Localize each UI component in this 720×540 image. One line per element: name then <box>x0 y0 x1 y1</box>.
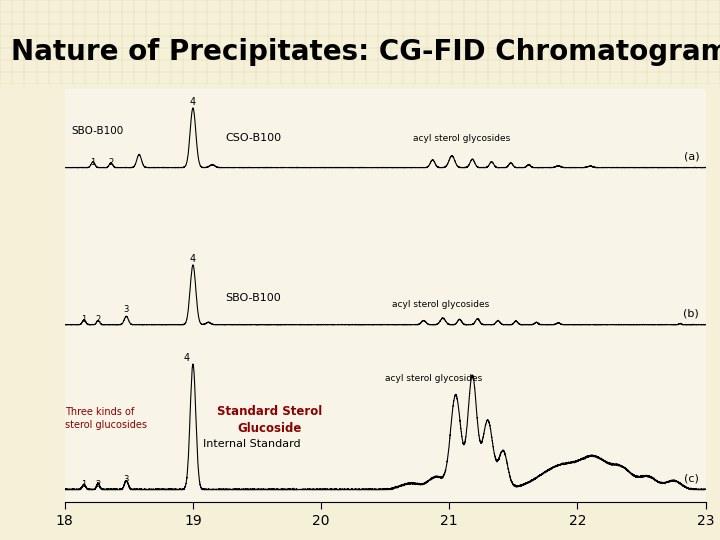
Text: 2: 2 <box>108 158 114 167</box>
Text: Internal Standard: Internal Standard <box>203 439 301 449</box>
Text: 4: 4 <box>190 97 196 107</box>
Text: 3: 3 <box>124 306 129 314</box>
Text: acyl sterol glycosides: acyl sterol glycosides <box>392 300 489 309</box>
Text: 4: 4 <box>184 353 189 363</box>
Text: Nature of Precipitates: CG-FID Chromatogram: Nature of Precipitates: CG-FID Chromatog… <box>11 38 720 66</box>
Text: CSO-B100: CSO-B100 <box>225 132 281 143</box>
Text: 1: 1 <box>91 158 96 167</box>
Text: SBO-B100: SBO-B100 <box>71 126 123 136</box>
Text: 3: 3 <box>124 475 129 484</box>
Text: 2: 2 <box>96 315 101 324</box>
Text: 1: 1 <box>81 315 86 324</box>
Text: Standard Sterol
Glucoside: Standard Sterol Glucoside <box>217 404 323 435</box>
Text: acyl sterol glycosides: acyl sterol glycosides <box>413 133 510 143</box>
Text: SBO-B100: SBO-B100 <box>225 293 281 303</box>
Text: Three kinds of
sterol glucosides: Three kinds of sterol glucosides <box>65 407 147 430</box>
Text: 2: 2 <box>96 480 101 489</box>
Text: (c): (c) <box>684 474 699 483</box>
Text: 1: 1 <box>81 480 86 489</box>
Text: 4: 4 <box>190 254 196 264</box>
Text: acyl sterol glycosides: acyl sterol glycosides <box>385 374 482 383</box>
Text: (b): (b) <box>683 308 699 319</box>
Text: (a): (a) <box>683 151 699 161</box>
